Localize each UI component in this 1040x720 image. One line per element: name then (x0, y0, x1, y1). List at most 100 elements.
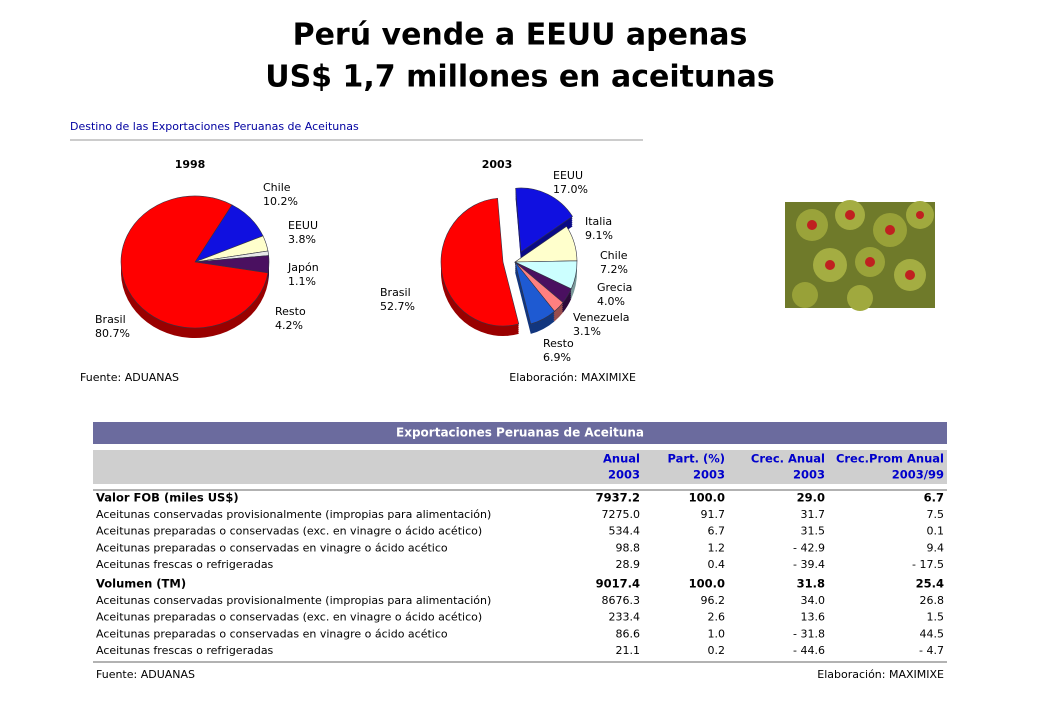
table-cell: 31.7 (801, 508, 826, 521)
row-label: Aceitunas frescas o refrigeradas (96, 644, 274, 657)
column-header: 2003 (693, 468, 725, 482)
slice-value: 3.1% (573, 325, 601, 338)
table-cell: 31.5 (801, 525, 826, 538)
column-header: 2003/99 (892, 468, 944, 482)
table-cell: 1.0 (708, 627, 726, 640)
row-label: Valor FOB (miles US$) (96, 491, 239, 505)
table-cell: 98.8 (616, 541, 641, 554)
table-header-band (93, 450, 947, 484)
table-cell: - 17.5 (912, 558, 944, 571)
table-cell: 2.6 (708, 611, 726, 624)
table-cell: 29.0 (797, 491, 825, 505)
column-header: Anual (603, 452, 640, 466)
column-header: Crec. Anual (751, 452, 825, 466)
slice-label: Resto (275, 305, 306, 318)
slice-label: Venezuela (573, 311, 630, 324)
title-line: US$ 1,7 millones en aceitunas (265, 60, 775, 95)
table-cell: 7937.2 (596, 491, 640, 505)
slice-label: Japón (287, 261, 319, 274)
slice-value: 3.8% (288, 233, 316, 246)
table-cell: 233.4 (609, 611, 641, 624)
table-cell: - 39.4 (793, 558, 825, 571)
slice-value: 4.0% (597, 295, 625, 308)
slice-value: 52.7% (380, 300, 415, 313)
pie-title: 1998 (175, 158, 206, 171)
row-label: Aceitunas preparadas o conservadas en vi… (96, 541, 448, 554)
table-cell: 7275.0 (602, 508, 641, 521)
row-label: Aceitunas frescas o refrigeradas (96, 558, 274, 571)
table-cell: 9.4 (927, 541, 945, 554)
chart-heading: Destino de las Exportaciones Peruanas de… (70, 120, 359, 133)
slice-label: Chile (263, 181, 291, 194)
slice (515, 187, 573, 253)
table-cell: - 44.6 (793, 644, 825, 657)
table-cell: - 4.7 (919, 644, 944, 657)
table-cell: 91.7 (701, 508, 726, 521)
table-cell: 28.9 (616, 558, 641, 571)
table-cell: 31.8 (797, 577, 825, 591)
table-cell: 96.2 (701, 594, 726, 607)
slice-value: 17.0% (553, 183, 588, 196)
row-label: Aceitunas conservadas provisionalmente (… (96, 508, 491, 521)
column-header: Part. (%) (668, 452, 725, 466)
row-label: Aceitunas preparadas o conservadas (exc.… (96, 611, 482, 624)
table-cell: 1.5 (927, 611, 945, 624)
pie-title: 2003 (482, 158, 513, 171)
slice-value: 1.1% (288, 275, 316, 288)
row-label: Aceitunas preparadas o conservadas (exc.… (96, 525, 482, 538)
table-credit: Elaboración: MAXIMIXE (817, 668, 944, 681)
table-cell: 9017.4 (596, 577, 640, 591)
slice-value: 80.7% (95, 327, 130, 340)
table-cell: 6.7 (708, 525, 726, 538)
slice-label: Grecia (597, 281, 632, 294)
slice-label: EEUU (288, 219, 318, 232)
table-title: Exportaciones Peruanas de Aceituna (396, 426, 644, 440)
slice-value: 7.2% (600, 263, 628, 276)
row-label: Aceitunas conservadas provisionalmente (… (96, 594, 491, 607)
table-cell: 0.4 (708, 558, 726, 571)
table-cell: 0.2 (708, 644, 726, 657)
slice-value: 4.2% (275, 319, 303, 332)
credit: Elaboración: MAXIMIXE (509, 371, 636, 384)
table-title-band (93, 422, 947, 444)
slice (120, 195, 269, 329)
table-source: Fuente: ADUANAS (96, 668, 195, 681)
table-cell: 8676.3 (602, 594, 641, 607)
table-cell: 6.7 (924, 491, 944, 505)
slice-value: 6.9% (543, 351, 571, 364)
slice-value: 10.2% (263, 195, 298, 208)
table-cell: 534.4 (609, 525, 641, 538)
slice-label: Brasil (380, 286, 411, 299)
table-cell: 21.1 (616, 644, 641, 657)
row-label: Aceitunas preparadas o conservadas en vi… (96, 627, 448, 640)
table-cell: - 42.9 (793, 541, 825, 554)
olive-photo (785, 200, 935, 311)
slice-label: Italia (585, 215, 612, 228)
table-cell: 86.6 (616, 627, 641, 640)
slice-label: EEUU (553, 169, 583, 182)
table-cell: 34.0 (801, 594, 826, 607)
row-label: Volumen (TM) (96, 577, 186, 591)
table-cell: 100.0 (689, 491, 725, 505)
source: Fuente: ADUANAS (80, 371, 179, 384)
title-line: Perú vende a EEUU apenas (293, 18, 748, 53)
table-cell: 1.2 (708, 541, 726, 554)
table-cell: 25.4 (916, 577, 944, 591)
table-cell: 26.8 (920, 594, 945, 607)
column-header: Crec.Prom Anual (836, 452, 944, 466)
table-cell: - 31.8 (793, 627, 825, 640)
table-cell: 7.5 (927, 508, 945, 521)
column-header: 2003 (793, 468, 825, 482)
slice (440, 197, 520, 327)
slice (514, 261, 555, 325)
column-header: 2003 (608, 468, 640, 482)
slice-label: Brasil (95, 313, 126, 326)
table-cell: 13.6 (801, 611, 826, 624)
slice-label: Resto (543, 337, 574, 350)
slice-label: Chile (600, 249, 628, 262)
table-cell: 44.5 (920, 627, 945, 640)
table-cell: 100.0 (689, 577, 725, 591)
table-cell: 0.1 (927, 525, 945, 538)
slice-value: 9.1% (585, 229, 613, 242)
